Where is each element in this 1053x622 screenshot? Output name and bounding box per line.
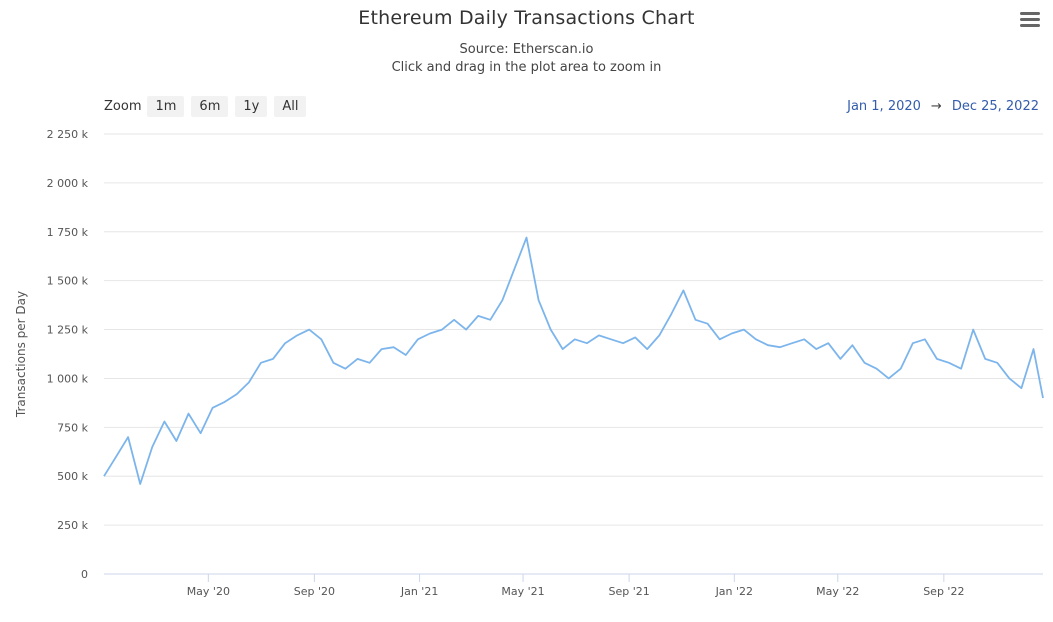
- zoom-controls: Zoom 1m 6m 1y All: [104, 96, 313, 117]
- x-tick-label: May '22: [816, 585, 859, 598]
- range-arrow: →: [930, 99, 942, 114]
- x-tick-label: Jan '22: [715, 585, 753, 598]
- x-tick-label: Sep '20: [294, 585, 335, 598]
- y-tick-label: 750 k: [57, 421, 88, 434]
- x-axis-ticks: May '20 Sep '20 Jan '21 May '21 Sep '21 Jan '…: [187, 574, 964, 598]
- y-tick-label: 250 k: [57, 519, 88, 532]
- range-from-input[interactable]: Jan 1, 2020: [847, 99, 921, 114]
- y-tick-label: 500 k: [57, 470, 88, 483]
- y-tick-label: 1 750 k: [47, 226, 89, 239]
- y-tick-label: 0: [81, 568, 88, 581]
- y-tick-label: 2 000 k: [47, 177, 89, 190]
- y-tick-label: 2 250 k: [47, 128, 89, 141]
- series-line[interactable]: [103, 236, 1044, 485]
- y-axis-label: Transactions per Day: [14, 291, 28, 418]
- chart-zoom-hint: Click and drag in the plot area to zoom …: [391, 60, 662, 75]
- y-tick-label: 1 250 k: [47, 324, 89, 337]
- x-tick-label: Jan '21: [400, 585, 438, 598]
- zoom-1y-button[interactable]: 1y: [235, 96, 268, 117]
- y-axis-ticks: 0 250 k 500 k 750 k 1 000 k 1 250 k 1 500 k 1 7…: [47, 128, 89, 581]
- zoom-label: Zoom: [104, 99, 142, 114]
- grid-lines: [104, 133, 1043, 526]
- chart-source: Source: Etherscan.io: [459, 42, 594, 57]
- x-tick-label: May '20: [187, 585, 230, 598]
- y-tick-label: 1 500 k: [47, 275, 89, 288]
- x-tick-label: Sep '22: [923, 585, 964, 598]
- x-tick-label: Sep '21: [608, 585, 649, 598]
- date-range: Jan 1, 2020 → Dec 25, 2022: [847, 99, 1039, 114]
- zoom-6m-button[interactable]: 6m: [191, 96, 229, 117]
- zoom-all-button[interactable]: All: [274, 96, 307, 117]
- x-tick-label: May '21: [501, 585, 544, 598]
- zoom-1m-button[interactable]: 1m: [147, 96, 185, 117]
- chart-title: Ethereum Daily Transactions Chart: [358, 7, 695, 29]
- hamburger-menu-icon[interactable]: [1020, 12, 1040, 30]
- y-tick-label: 1 000 k: [47, 372, 89, 385]
- range-to-input[interactable]: Dec 25, 2022: [951, 99, 1039, 114]
